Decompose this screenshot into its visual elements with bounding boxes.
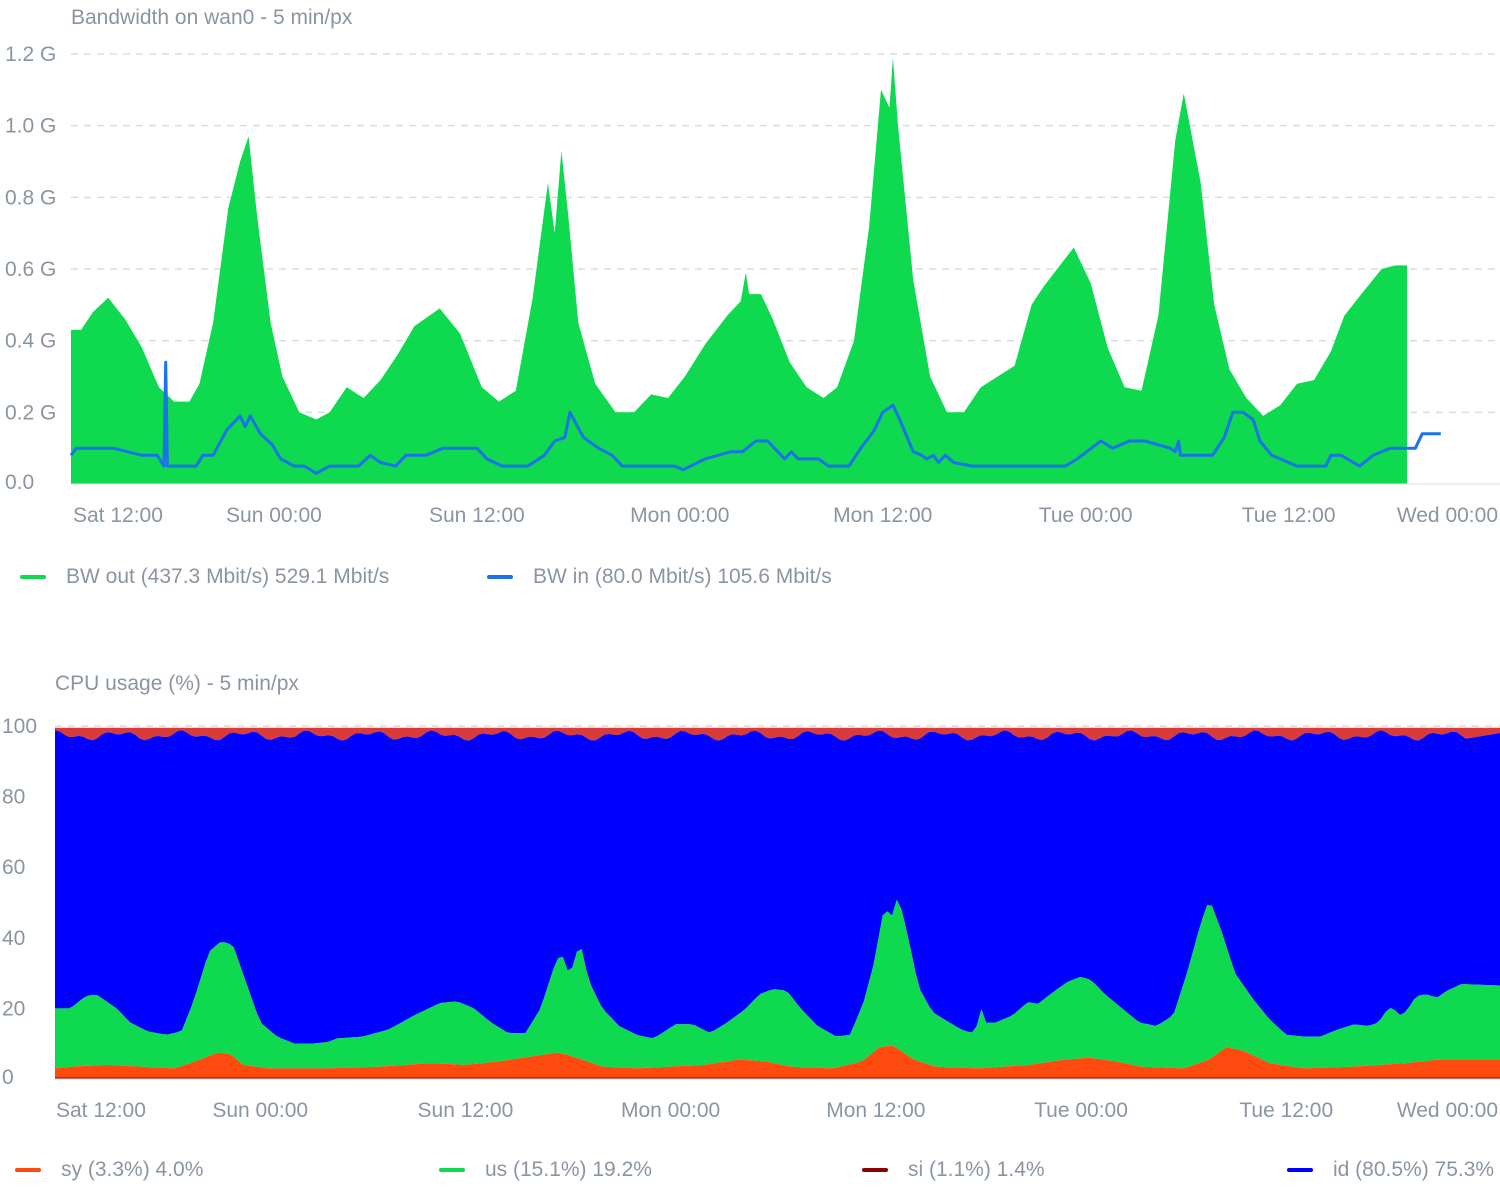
x-tick-label: Sun 00:00 [226, 504, 322, 527]
bandwidth-chart-title: Bandwidth on wan0 - 5 min/px [71, 6, 353, 29]
legend-item-id[interactable]: id (80.5%) 75.3% [1287, 1158, 1494, 1182]
legend-label-bw-in: BW in (80.0 Mbit/s) 105.6 Mbit/s [533, 565, 832, 588]
x-tick-label: Wed 00:00 [1397, 504, 1498, 527]
y-tick-label: 0 [2, 1066, 14, 1089]
legend-item-sy[interactable]: sy (3.3%) 4.0% [15, 1158, 203, 1182]
x-tick-label: Sun 00:00 [212, 1099, 308, 1122]
x-tick-label: Sat 12:00 [56, 1099, 146, 1122]
x-tick-label: Mon 12:00 [826, 1099, 925, 1122]
legend-label-sy: sy (3.3%) 4.0% [61, 1158, 204, 1181]
y-tick-label: 60 [2, 856, 25, 879]
cpu-us-area [55, 899, 1500, 1069]
x-tick-label: Sat 12:00 [73, 504, 163, 527]
bandwidth-legend: BW out (437.3 Mbit/s) 529.1 Mbit/s BW in… [0, 565, 1500, 595]
legend-item-bw-in[interactable]: BW in (80.0 Mbit/s) 105.6 Mbit/s [487, 565, 832, 589]
y-tick-label: 100 [2, 715, 37, 738]
bw-out-area [71, 57, 1407, 484]
legend-swatch-sy [15, 1168, 41, 1172]
cpu-chart: CPU usage (%) - 5 min/px 0 20 40 60 80 100 Sat… [0, 662, 1500, 1189]
y-tick-label: 40 [2, 927, 25, 950]
x-tick-label: Tue 12:00 [1239, 1099, 1333, 1122]
x-tick-label: Sun 12:00 [418, 1099, 514, 1122]
x-tick-label: Mon 00:00 [630, 504, 729, 527]
legend-item-si[interactable]: si (1.1%) 1.4% [862, 1158, 1045, 1182]
y-tick-label: 0.8 G [5, 186, 56, 209]
y-tick-label: 0.4 G [5, 330, 56, 353]
cpu-top-band [55, 727, 1500, 741]
x-tick-label: Mon 00:00 [621, 1099, 720, 1122]
cpu-plot: 0 20 40 60 80 100 Sat 12:00 Sun 00:00 Sun 12:00 M… [2, 715, 1500, 1122]
cpu-sy-area [55, 1045, 1500, 1079]
bandwidth-plot: 0.0 0.2 G 0.4 G 0.6 G 0.8 G 1.0 G 1.2 G Sat 12:… [5, 43, 1500, 527]
legend-label-si: si (1.1%) 1.4% [908, 1158, 1045, 1181]
y-tick-label: 80 [2, 786, 25, 809]
y-tick-label: 1.0 G [5, 115, 56, 138]
bw-in-line [69, 360, 1441, 475]
x-tick-label: Tue 00:00 [1034, 1099, 1128, 1122]
y-tick-label: 0.0 [5, 471, 34, 494]
x-tick-label: Sun 12:00 [429, 504, 525, 527]
legend-item-bw-out[interactable]: BW out (437.3 Mbit/s) 529.1 Mbit/s [20, 565, 389, 589]
legend-label-bw-out: BW out (437.3 Mbit/s) 529.1 Mbit/s [66, 565, 390, 588]
legend-item-us[interactable]: us (15.1%) 19.2% [439, 1158, 652, 1182]
legend-swatch-id [1287, 1168, 1313, 1172]
x-tick-label: Wed 00:00 [1397, 1099, 1498, 1122]
y-tick-label: 0.2 G [5, 401, 56, 424]
x-tick-label: Tue 00:00 [1039, 504, 1133, 527]
y-tick-label: 20 [2, 997, 25, 1020]
legend-swatch-bw-out [20, 575, 46, 579]
bandwidth-chart: Bandwidth on wan0 - 5 min/px 0.0 0.2 G 0.4… [0, 6, 1500, 595]
y-tick-label: 1.2 G [5, 43, 56, 66]
legend-swatch-si [862, 1168, 888, 1172]
y-tick-label: 0.6 G [5, 258, 56, 281]
x-tick-label: Mon 12:00 [833, 504, 932, 527]
x-tick-label: Tue 12:00 [1242, 504, 1336, 527]
cpu-legend: sy (3.3%) 4.0% us (15.1%) 19.2% si (1.1%… [0, 1158, 1500, 1188]
legend-label-id: id (80.5%) 75.3% [1333, 1158, 1495, 1181]
legend-swatch-us [439, 1168, 465, 1172]
legend-label-us: us (15.1%) 19.2% [485, 1158, 652, 1181]
cpu-chart-title: CPU usage (%) - 5 min/px [55, 672, 299, 695]
cpu-id-area [55, 730, 1500, 1044]
legend-swatch-bw-in [487, 575, 513, 579]
